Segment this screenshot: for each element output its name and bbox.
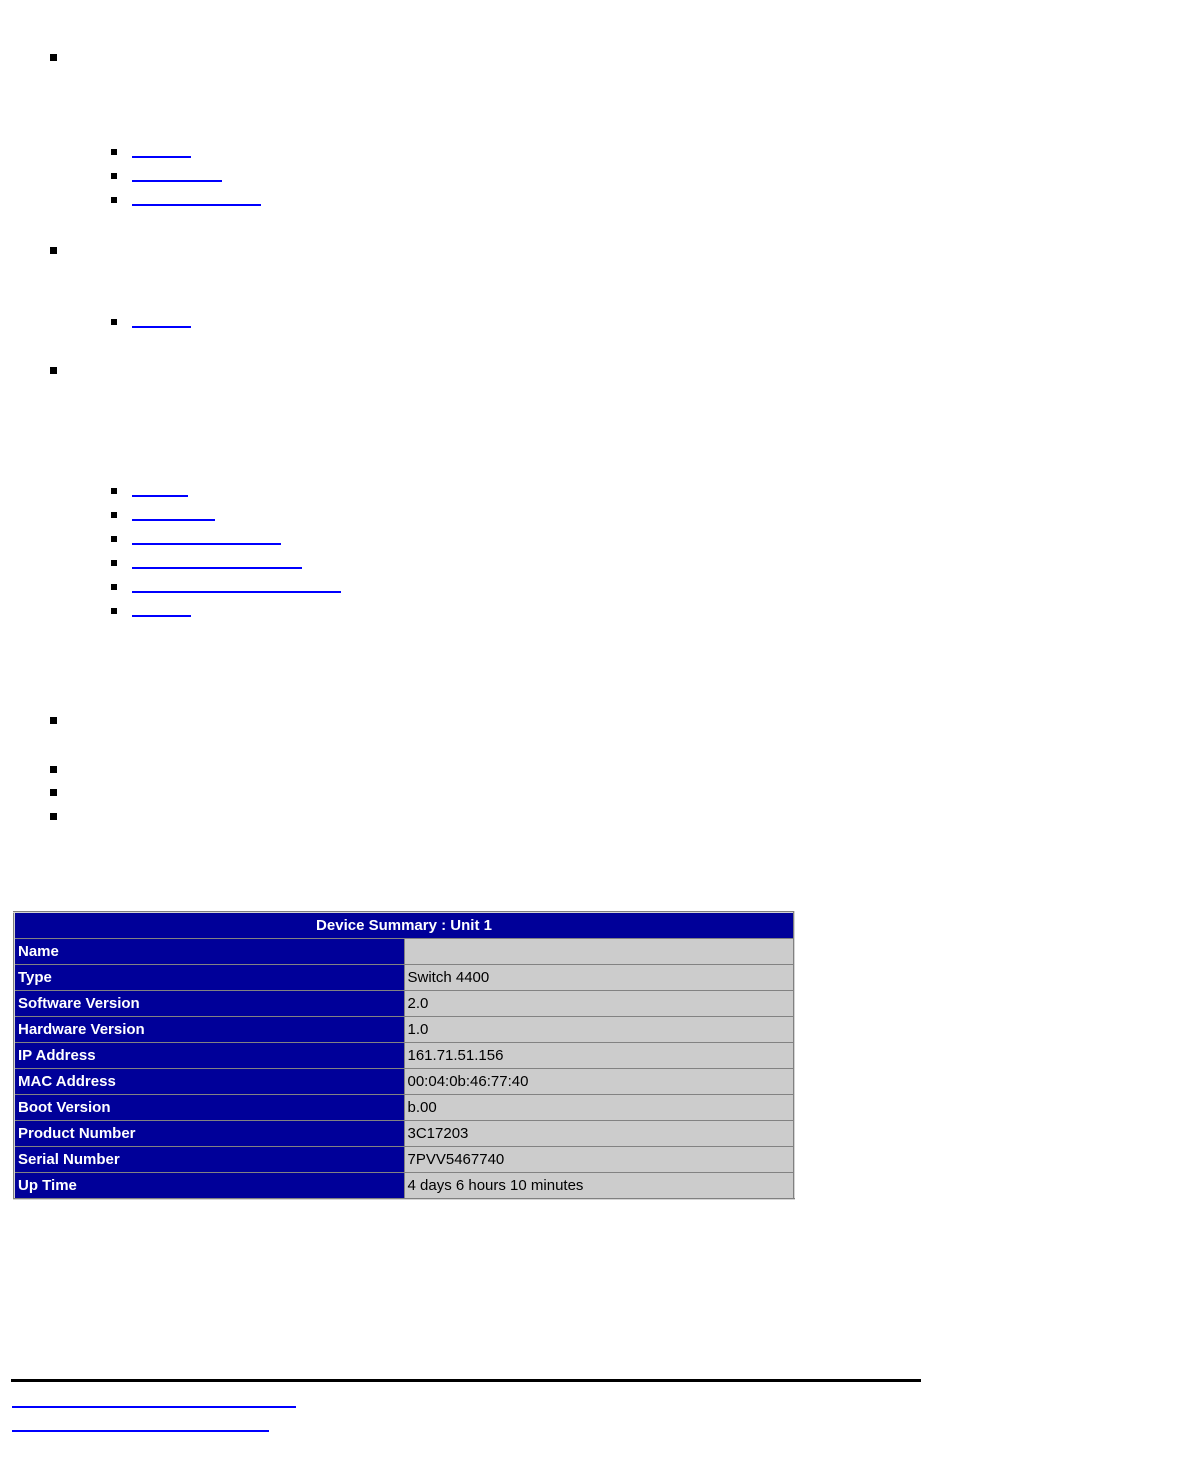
bullet-square-icon <box>111 149 117 155</box>
list-item <box>111 144 261 168</box>
row-value: 161.71.51.156 <box>403 1042 795 1069</box>
hyperlink[interactable] <box>12 1394 296 1408</box>
hyperlink[interactable] <box>132 192 261 206</box>
hyperlink[interactable] <box>132 507 215 521</box>
bullet-square-icon <box>50 813 57 820</box>
bullet-square-icon <box>111 488 117 494</box>
hyperlink[interactable] <box>132 531 281 545</box>
hyperlink[interactable] <box>132 483 188 497</box>
row-label: MAC Address <box>13 1068 405 1095</box>
nav-link-list-2 <box>111 314 191 338</box>
hyperlink[interactable] <box>12 1418 269 1432</box>
bullet-square-icon <box>111 608 117 614</box>
hyperlink[interactable] <box>132 603 191 617</box>
row-value: b.00 <box>403 1094 795 1121</box>
row-value: 7PVV5467740 <box>403 1146 795 1173</box>
bullet-square-icon <box>111 173 117 179</box>
table-title-row: Device Summary : Unit 1 <box>13 911 795 939</box>
device-summary-title: Device Summary : Unit 1 <box>13 911 795 939</box>
list-item <box>111 555 341 579</box>
table-row: IP Address 161.71.51.156 <box>13 1042 795 1069</box>
row-label: Name <box>13 938 405 965</box>
row-label: Serial Number <box>13 1146 405 1173</box>
row-value <box>403 938 795 965</box>
row-label: Up Time <box>13 1172 405 1200</box>
list-item <box>12 1418 296 1442</box>
bullet-square-icon <box>50 766 57 773</box>
list-item <box>111 531 341 555</box>
row-label: Type <box>13 964 405 991</box>
table-row: Software Version 2.0 <box>13 990 795 1017</box>
horizontal-rule <box>11 1379 921 1382</box>
bullet-square-icon <box>50 247 57 254</box>
bullet-square-icon <box>111 560 117 566</box>
hyperlink[interactable] <box>132 168 222 182</box>
hyperlink[interactable] <box>132 555 302 569</box>
table-row: Hardware Version 1.0 <box>13 1016 795 1043</box>
bullet-square-icon <box>111 319 117 325</box>
row-value: 4 days 6 hours 10 minutes <box>403 1172 795 1200</box>
table-row: Boot Version b.00 <box>13 1094 795 1121</box>
hyperlink[interactable] <box>132 314 191 328</box>
row-label: Product Number <box>13 1120 405 1147</box>
list-item <box>111 168 261 192</box>
bullet-square-icon <box>111 512 117 518</box>
bullet-square-icon <box>50 717 57 724</box>
bullet-square-icon <box>50 54 57 61</box>
row-label: Boot Version <box>13 1094 405 1121</box>
row-label: Software Version <box>13 990 405 1017</box>
list-item <box>111 507 341 531</box>
row-label: IP Address <box>13 1042 405 1069</box>
row-value: 2.0 <box>403 990 795 1017</box>
row-value: 3C17203 <box>403 1120 795 1147</box>
hyperlink[interactable] <box>132 144 191 158</box>
row-value: 00:04:0b:46:77:40 <box>403 1068 795 1095</box>
table-row: Name <box>13 938 795 965</box>
row-value: 1.0 <box>403 1016 795 1043</box>
nav-link-list-1 <box>111 144 261 216</box>
table-row: Type Switch 4400 <box>13 964 795 991</box>
hyperlink[interactable] <box>132 579 341 593</box>
bullet-square-icon <box>111 197 117 203</box>
table-row: Up Time 4 days 6 hours 10 minutes <box>13 1172 795 1200</box>
bullet-square-icon <box>111 584 117 590</box>
device-summary-body: Name Type Switch 4400 Software Version 2.0 Ha… <box>13 938 795 1200</box>
list-item <box>12 1394 296 1418</box>
list-item <box>111 579 341 603</box>
row-label: Hardware Version <box>13 1016 405 1043</box>
nav-link-list-3 <box>111 483 341 627</box>
device-summary-table: Device Summary : Unit 1 Name Type Switch 4… <box>13 911 795 1200</box>
bullet-square-icon <box>50 367 57 374</box>
list-item <box>111 603 341 627</box>
table-row: MAC Address 00:04:0b:46:77:40 <box>13 1068 795 1095</box>
table-row: Serial Number 7PVV5467740 <box>13 1146 795 1173</box>
list-item <box>111 192 261 216</box>
footer-link-list <box>12 1394 296 1442</box>
list-item <box>111 314 191 338</box>
table-row: Product Number 3C17203 <box>13 1120 795 1147</box>
list-item <box>111 483 341 507</box>
row-value: Switch 4400 <box>403 964 795 991</box>
bullet-square-icon <box>50 789 57 796</box>
bullet-square-icon <box>111 536 117 542</box>
